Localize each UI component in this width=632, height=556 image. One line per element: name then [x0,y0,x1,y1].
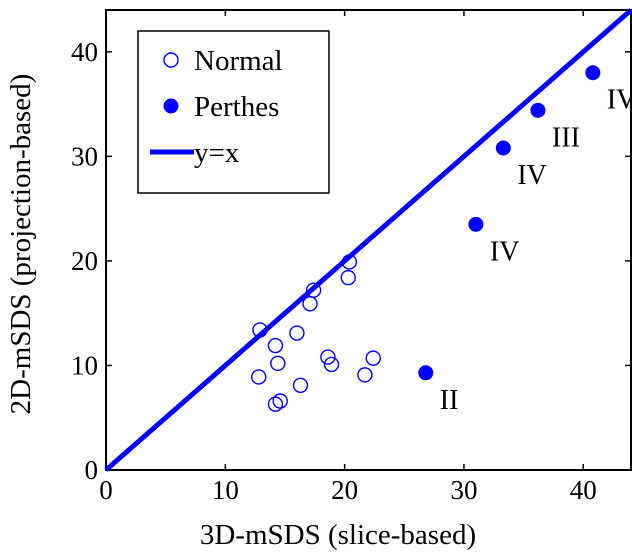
stage-label: IV [517,160,547,191]
normal-point [267,396,284,412]
normal-point [289,325,305,341]
y-tick-label: 10 [71,350,98,380]
legend-label: Normal [194,45,283,77]
y-tick-label: 20 [71,246,98,276]
y-tick-label: 0 [85,455,99,485]
x-tick-label: 10 [212,475,239,505]
normal-point [365,350,381,366]
normal-point [357,367,373,383]
plot-area [105,9,632,471]
normal-point [272,393,288,409]
y-tick-label: 40 [71,37,98,67]
normal-point [323,356,340,373]
perthes-point [468,216,484,232]
x-tick-label: 0 [99,475,113,505]
normal-point [340,269,356,286]
plot-frame [105,9,632,471]
normal-point [251,369,267,385]
legend-perthes-marker [163,98,179,114]
perthes-point [585,65,601,81]
legend-label: Perthes [194,91,279,123]
stage-label: II [440,385,459,416]
x-tick-label: 40 [570,475,597,505]
y-axis-label: 2D-mSDS (projection-based) [5,74,37,415]
stage-label: IV [490,236,520,267]
normal-point [341,254,358,270]
normal-point [302,296,318,312]
y-tick-label: 30 [71,141,98,171]
x-axis-label: 3D-mSDS (slice-based) [200,519,476,551]
x-tick-label: 20 [331,475,358,505]
perthes-point [495,140,511,156]
legend: Normal Perthes y=x [137,30,330,194]
normal-point [292,377,309,394]
legend-label: y=x [194,137,240,169]
perthes-point [530,102,546,118]
normal-point [267,337,284,354]
x-axis-ticks: 0 10 20 30 40 [99,10,597,505]
normal-point [252,322,268,338]
normal-point [320,349,336,365]
stage-label: IV [607,85,632,116]
stage-label: III [552,122,580,153]
identity-line [104,8,632,472]
y-axis-ticks: 0 10 20 30 40 [71,37,631,485]
legend-normal-marker [163,52,179,68]
perthes-point [418,365,434,381]
normal-point [270,355,286,372]
x-tick-label: 30 [450,475,477,505]
normal-point [305,282,322,298]
